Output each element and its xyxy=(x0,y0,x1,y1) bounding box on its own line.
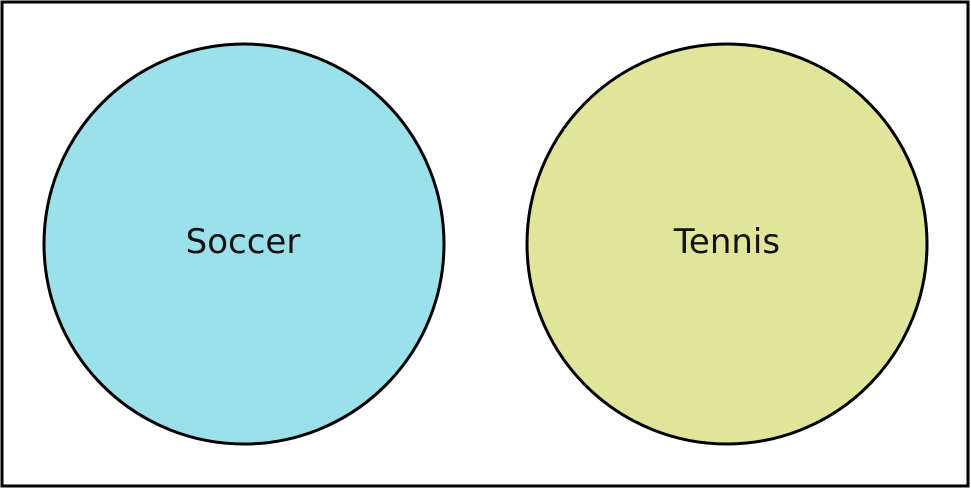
tennis-label: Tennis xyxy=(673,222,780,262)
set-tennis: Tennis xyxy=(525,42,929,446)
soccer-circle xyxy=(42,42,446,446)
soccer-label: Soccer xyxy=(186,222,301,262)
set-soccer: Soccer xyxy=(42,42,446,446)
tennis-circle xyxy=(525,42,929,446)
